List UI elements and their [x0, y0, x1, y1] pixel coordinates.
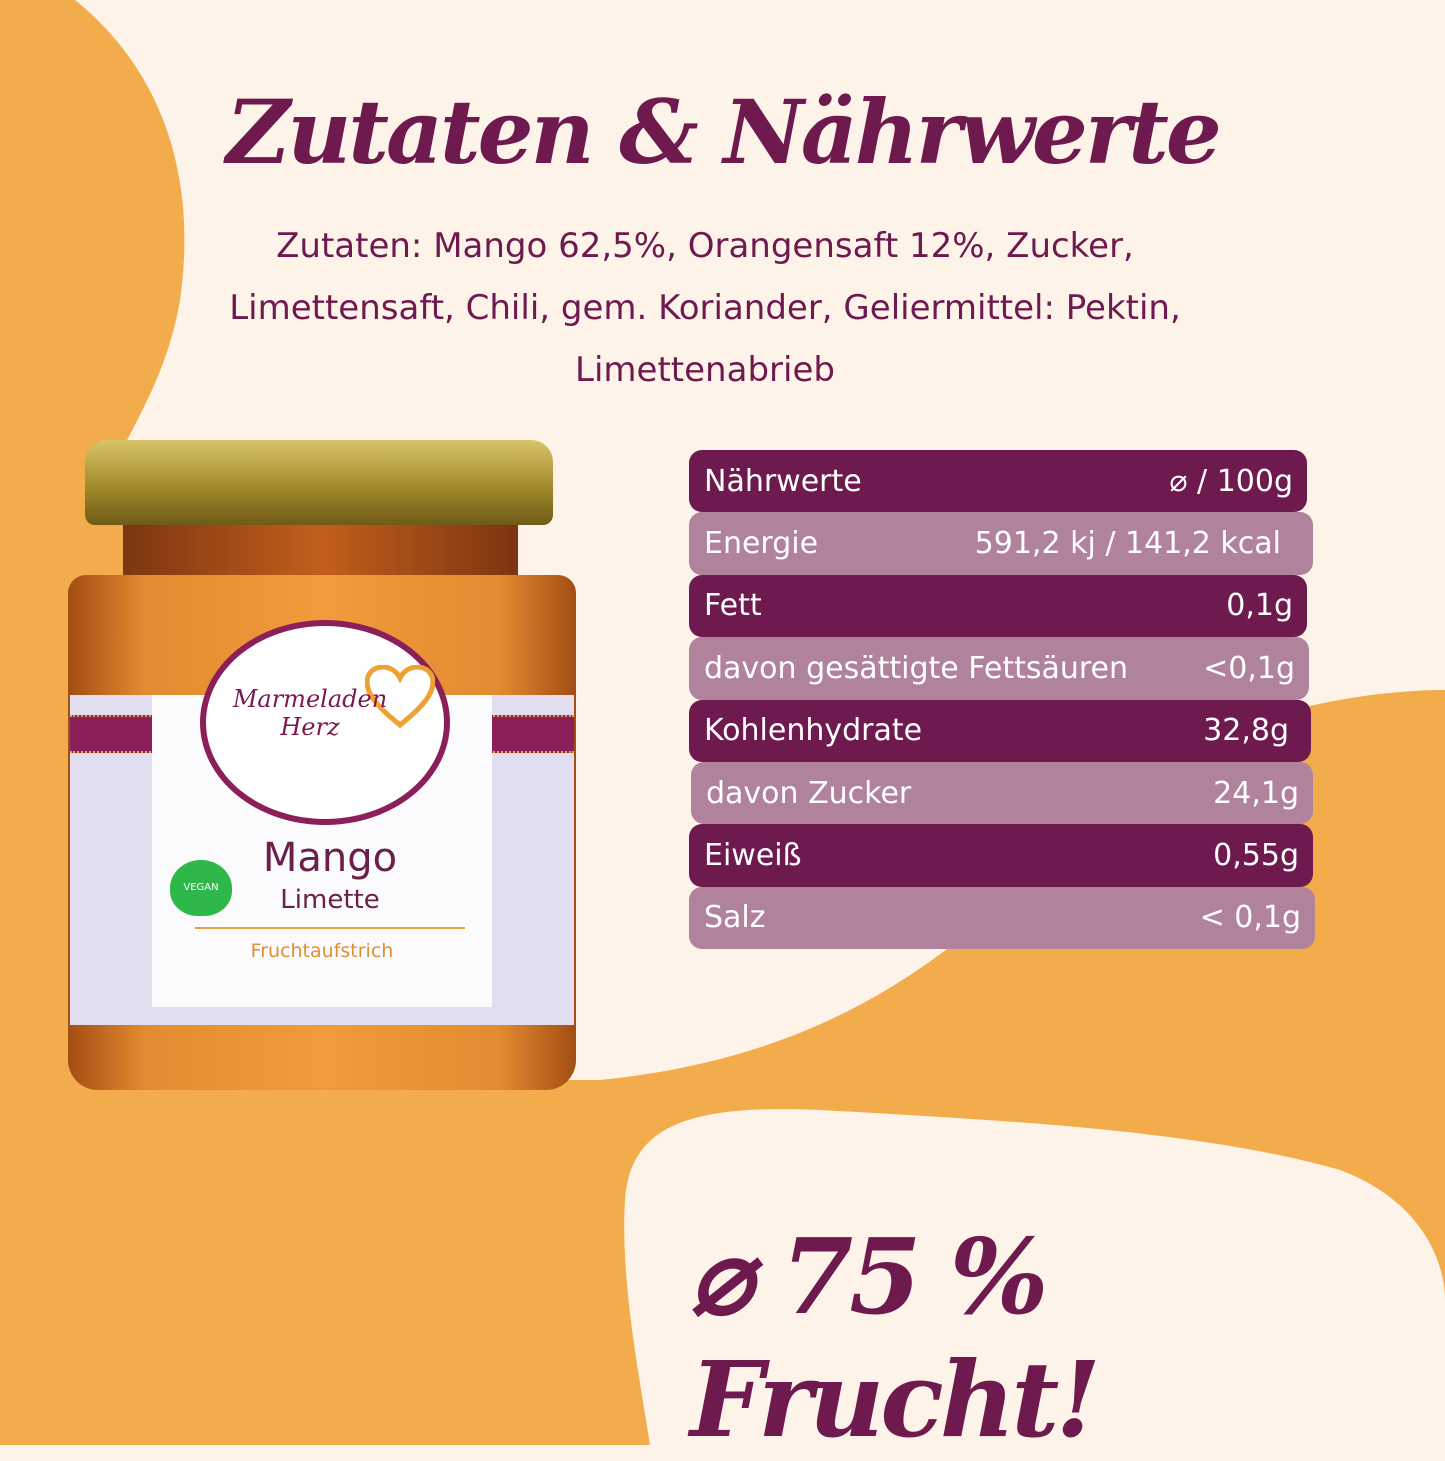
row-value: 0,55g — [1213, 838, 1299, 874]
row-label: Salz — [704, 900, 766, 936]
product-variety: Limette — [280, 885, 380, 915]
row-label: Fett — [704, 588, 762, 624]
product-name: Mango — [262, 835, 398, 881]
product-jar-image: Marmeladen Herz VEGAN Mango Limette Fruc… — [68, 440, 578, 1095]
cream-bottom-blob — [624, 1109, 1445, 1445]
ingredients-line: Limettenabrieb — [575, 350, 835, 390]
label-divider — [195, 927, 465, 929]
row-value: 591,2 kj / 141,2 kcal — [974, 526, 1281, 562]
header-label: Nährwerte — [704, 463, 862, 499]
row-value: <0,1g — [1203, 650, 1295, 686]
row-label: davon gesättigte Fettsäuren — [704, 650, 1129, 686]
ingredients-line: Zutaten: Mango 62,5%, Orangensaft 12%, Z… — [276, 226, 1134, 266]
row-label: Kohlenhydrate — [704, 713, 923, 749]
table-row: Energie 591,2 kj / 141,2 kcal — [689, 512, 1313, 575]
jar-neck — [123, 520, 518, 580]
row-value: 32,8g — [1203, 713, 1289, 749]
logo-cloud — [200, 620, 450, 825]
table-row: Kohlenhydrate 32,8g — [689, 699, 1311, 762]
table-row: Fett 0,1g — [689, 574, 1307, 638]
row-label: Energie — [704, 526, 819, 562]
vegan-badge-icon: VEGAN — [170, 860, 232, 916]
nutrition-header: Nährwerte ⌀ / 100g — [689, 450, 1307, 513]
table-row: Eiweiß 0,55g — [689, 824, 1313, 887]
row-value: 24,1g — [1213, 775, 1299, 811]
row-value: 0,1g — [1226, 588, 1293, 624]
table-row: Salz < 0,1g — [689, 886, 1315, 950]
product-type: Fruchtaufstrich — [250, 940, 394, 962]
jar-lid — [85, 440, 553, 525]
fruit-content-claim: ⌀ 75 % Frucht! — [690, 1215, 1101, 1461]
jar-label: Marmeladen Herz VEGAN Mango Limette Fruc… — [70, 620, 574, 1025]
row-label: Eiweiß — [704, 838, 802, 874]
ingredients-text: Zutaten: Mango 62,5%, Orangensaft 12%, Z… — [130, 215, 1280, 401]
row-value: < 0,1g — [1199, 900, 1301, 936]
nutrition-table: Nährwerte ⌀ / 100g Energie 591,2 kj / 141,… — [689, 450, 1315, 950]
brand-logo: Marmeladen Herz — [232, 685, 388, 741]
header-value: ⌀ / 100g — [1169, 463, 1293, 499]
table-row: davon gesättigte Fettsäuren <0,1g — [689, 637, 1309, 700]
page-title: Zutaten & Nährwerte — [226, 80, 1222, 184]
ingredients-line: Limettensaft, Chili, gem. Koriander, Gel… — [229, 288, 1181, 328]
heart-icon — [365, 665, 435, 729]
row-label: davon Zucker — [706, 775, 912, 811]
table-row: davon Zucker 24,1g — [691, 761, 1313, 825]
